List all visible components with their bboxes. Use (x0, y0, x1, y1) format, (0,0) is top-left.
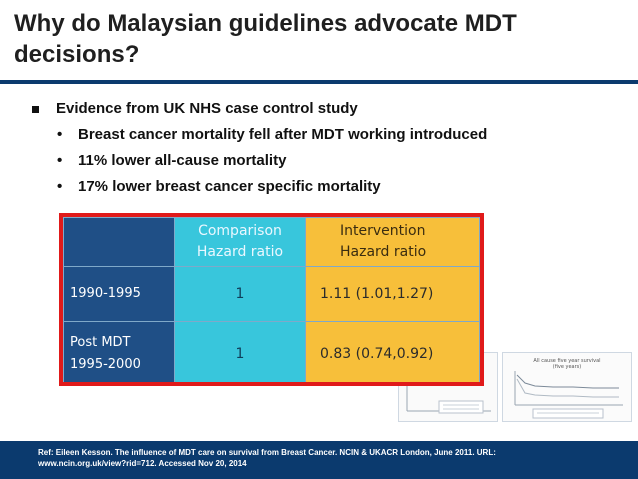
bullet-dot-icon: • (57, 178, 63, 195)
all-cause-survival-graphic: All cause five year survival (five years… (514, 358, 623, 419)
row-label-line-1: 1990-1995 (70, 286, 141, 301)
bullet-dot-icon: • (57, 126, 63, 143)
reference-line-1: Ref: Eileen Kesson. The influence of MDT… (38, 448, 496, 457)
table-header-row: Comparison Hazard ratio Intervention Haz… (63, 217, 480, 267)
header-intervention-line-2: Hazard ratio (340, 244, 427, 260)
all-cause-survival-chart: All cause five year survival (five years… (502, 352, 632, 422)
title-divider (0, 80, 638, 84)
row-label: Post MDT 1995-2000 (63, 321, 175, 382)
bullet-main: Evidence from UK NHS case control study (30, 96, 630, 122)
bullet-sub-item: • 11% lower all-cause mortality (30, 148, 630, 174)
table-row: 1990-1995 1 1.11 (1.01,1.27) (63, 266, 480, 322)
intervention-value: 1.11 (1.01,1.27) (305, 266, 480, 322)
header-comparison-line-2: Hazard ratio (196, 244, 284, 260)
header-intervention: Intervention Hazard ratio (305, 217, 480, 267)
header-empty-cell (63, 217, 175, 267)
bullet-sub-text: 17% lower breast cancer specific mortali… (78, 178, 381, 195)
hazard-ratio-table-highlight: Comparison Hazard ratio Intervention Haz… (59, 213, 484, 386)
row-label-line-1: Post MDT (70, 334, 131, 350)
header-comparison-line-1: Comparison (198, 223, 282, 239)
chart-title: All cause five year survival (533, 358, 600, 364)
slide-title: Why do Malaysian guidelines advocate MDT… (14, 8, 614, 70)
chart-subtitle: (five years) (553, 364, 581, 370)
slide-title-line-1: Why do Malaysian guidelines advocate MDT (14, 10, 517, 37)
reference-line-2: www.ncin.org.uk/view?rid=712. Accessed N… (38, 459, 247, 468)
reference-footer: Ref: Eileen Kesson. The influence of MDT… (0, 441, 638, 479)
header-intervention-line-1: Intervention (340, 223, 426, 239)
row-label: 1990-1995 (63, 266, 175, 322)
hazard-ratio-table: Comparison Hazard ratio Intervention Haz… (63, 217, 480, 382)
header-comparison: Comparison Hazard ratio (174, 217, 306, 267)
table-row: Post MDT 1995-2000 1 0.83 (0.74,0.92) (63, 321, 480, 382)
bullet-sub-item: • Breast cancer mortality fell after MDT… (30, 122, 630, 148)
square-bullet-icon (32, 105, 39, 113)
bullet-sub-text: Breast cancer mortality fell after MDT w… (78, 126, 488, 143)
bullet-dot-icon: • (57, 152, 63, 169)
row-label-line-2: 1995-2000 (70, 356, 141, 372)
bullet-list: Evidence from UK NHS case control study … (30, 96, 630, 200)
intervention-value: 0.83 (0.74,0.92) (305, 321, 480, 382)
bullet-sub-text: 11% lower all-cause mortality (78, 152, 287, 169)
bullet-main-text: Evidence from UK NHS case control study (56, 100, 358, 117)
slide-title-line-2: decisions? (14, 41, 140, 68)
comparison-value: 1 (174, 321, 306, 382)
comparison-value: 1 (174, 266, 306, 322)
bullet-sub-item: • 17% lower breast cancer specific morta… (30, 174, 630, 200)
